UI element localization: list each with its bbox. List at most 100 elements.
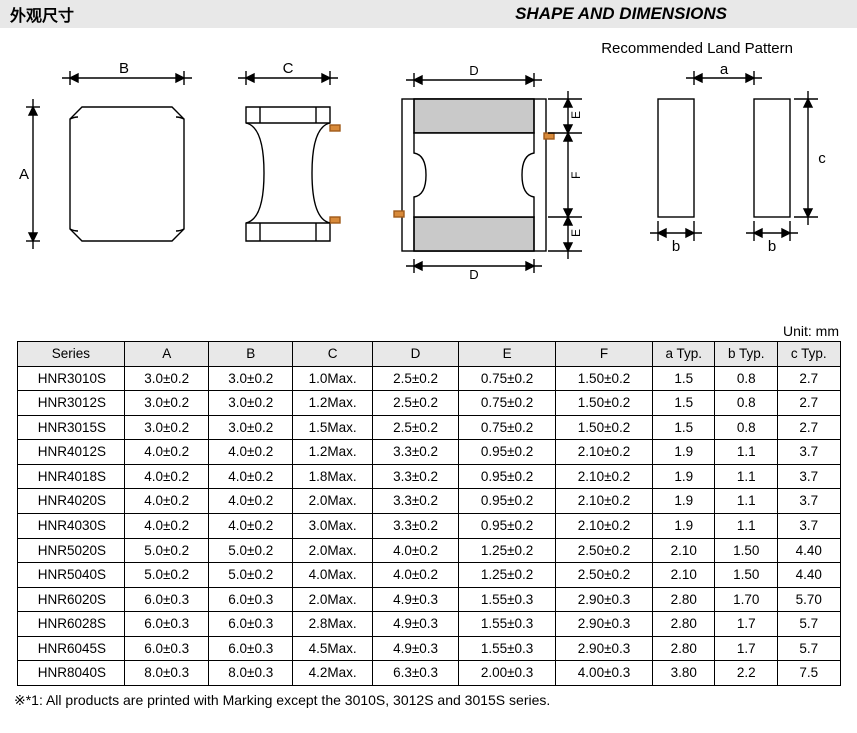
diagram-land-pattern: a c b b (622, 63, 842, 263)
value-cell: 1.2Max. (293, 391, 373, 416)
value-cell: 4.9±0.3 (372, 636, 458, 661)
value-cell: 1.0Max. (293, 366, 373, 391)
value-cell: 1.9 (653, 489, 715, 514)
value-cell: 3.3±0.2 (372, 464, 458, 489)
value-cell: 1.50±0.2 (556, 415, 653, 440)
value-cell: 2.0Max. (293, 538, 373, 563)
value-cell: 2.10±0.2 (556, 440, 653, 465)
value-cell: 2.0Max. (293, 587, 373, 612)
value-cell: 6.0±0.3 (125, 587, 209, 612)
label-B: B (119, 63, 129, 77)
series-cell: HNR4020S (17, 489, 125, 514)
label-A: A (19, 166, 29, 183)
label-b-right: b (768, 238, 776, 255)
series-cell: HNR5040S (17, 563, 125, 588)
series-cell: HNR4012S (17, 440, 125, 465)
value-cell: 5.7 (777, 612, 840, 637)
value-cell: 2.10±0.2 (556, 489, 653, 514)
label-F: F (569, 172, 583, 179)
value-cell: 2.10 (653, 563, 715, 588)
value-cell: 1.8Max. (293, 464, 373, 489)
value-cell: 3.0±0.2 (209, 366, 293, 391)
col-header: c Typ. (777, 342, 840, 367)
series-cell: HNR4018S (17, 464, 125, 489)
value-cell: 3.7 (777, 440, 840, 465)
value-cell: 3.80 (653, 661, 715, 686)
value-cell: 2.90±0.3 (556, 612, 653, 637)
value-cell: 6.0±0.3 (209, 612, 293, 637)
value-cell: 2.10±0.2 (556, 464, 653, 489)
series-cell: HNR3012S (17, 391, 125, 416)
value-cell: 5.7 (777, 636, 840, 661)
table-row: HNR4012S4.0±0.24.0±0.21.2Max.3.3±0.20.95… (17, 440, 840, 465)
value-cell: 4.9±0.3 (372, 612, 458, 637)
diagram-bottom: D D E F E (372, 63, 592, 283)
label-D-top: D (469, 63, 478, 78)
table-row: HNR4020S4.0±0.24.0±0.22.0Max.3.3±0.20.95… (17, 489, 840, 514)
value-cell: 1.2Max. (293, 440, 373, 465)
value-cell: 2.80 (653, 587, 715, 612)
value-cell: 6.0±0.3 (209, 587, 293, 612)
value-cell: 2.00±0.3 (459, 661, 556, 686)
diagram-front: B A (12, 63, 202, 263)
value-cell: 3.3±0.2 (372, 489, 458, 514)
value-cell: 3.0±0.2 (209, 415, 293, 440)
table-row: HNR4030S4.0±0.24.0±0.23.0Max.3.3±0.20.95… (17, 513, 840, 538)
series-cell: HNR5020S (17, 538, 125, 563)
value-cell: 6.0±0.3 (125, 636, 209, 661)
value-cell: 0.95±0.2 (459, 440, 556, 465)
table-row: HNR3012S3.0±0.23.0±0.21.2Max.2.5±0.20.75… (17, 391, 840, 416)
label-a: a (720, 63, 729, 78)
value-cell: 1.1 (715, 464, 777, 489)
value-cell: 1.50±0.2 (556, 391, 653, 416)
value-cell: 4.0±0.2 (209, 440, 293, 465)
table-row: HNR6045S6.0±0.36.0±0.34.5Max.4.9±0.31.55… (17, 636, 840, 661)
series-cell: HNR4030S (17, 513, 125, 538)
value-cell: 6.3±0.3 (372, 661, 458, 686)
value-cell: 4.0±0.2 (372, 563, 458, 588)
value-cell: 2.5±0.2 (372, 366, 458, 391)
table-row: HNR3010S3.0±0.23.0±0.21.0Max.2.5±0.20.75… (17, 366, 840, 391)
value-cell: 2.90±0.3 (556, 587, 653, 612)
table-row: HNR5040S5.0±0.25.0±0.24.0Max.4.0±0.21.25… (17, 563, 840, 588)
value-cell: 2.80 (653, 612, 715, 637)
value-cell: 1.5Max. (293, 415, 373, 440)
value-cell: 1.7 (715, 636, 777, 661)
value-cell: 3.7 (777, 489, 840, 514)
land-pattern-subtitle: Recommended Land Pattern (0, 28, 857, 63)
value-cell: 3.0±0.2 (125, 366, 209, 391)
col-header: C (293, 342, 373, 367)
col-header: b Typ. (715, 342, 777, 367)
value-cell: 4.40 (777, 538, 840, 563)
value-cell: 7.5 (777, 661, 840, 686)
value-cell: 3.0±0.2 (125, 415, 209, 440)
col-header: A (125, 342, 209, 367)
value-cell: 2.50±0.2 (556, 538, 653, 563)
header-right: SHAPE AND DIMENSIONS (515, 4, 727, 24)
value-cell: 2.8Max. (293, 612, 373, 637)
value-cell: 3.3±0.2 (372, 440, 458, 465)
diagram-side: C (212, 63, 362, 263)
value-cell: 1.5 (653, 415, 715, 440)
unit-label: Unit: mm (0, 293, 857, 341)
label-c: c (818, 150, 826, 167)
label-b-left: b (672, 238, 680, 255)
value-cell: 3.0±0.2 (209, 391, 293, 416)
value-cell: 1.50±0.2 (556, 366, 653, 391)
table-header-row: SeriesABCDEFa Typ.b Typ.c Typ. (17, 342, 840, 367)
value-cell: 2.0Max. (293, 489, 373, 514)
value-cell: 1.1 (715, 440, 777, 465)
col-header: F (556, 342, 653, 367)
value-cell: 1.50 (715, 538, 777, 563)
value-cell: 2.7 (777, 391, 840, 416)
value-cell: 2.10 (653, 538, 715, 563)
value-cell: 0.75±0.2 (459, 415, 556, 440)
value-cell: 3.7 (777, 513, 840, 538)
value-cell: 1.50 (715, 563, 777, 588)
table-row: HNR4018S4.0±0.24.0±0.21.8Max.3.3±0.20.95… (17, 464, 840, 489)
value-cell: 4.0±0.2 (372, 538, 458, 563)
value-cell: 3.3±0.2 (372, 513, 458, 538)
value-cell: 1.9 (653, 513, 715, 538)
value-cell: 2.50±0.2 (556, 563, 653, 588)
diagrams-row: B A C (0, 63, 857, 293)
